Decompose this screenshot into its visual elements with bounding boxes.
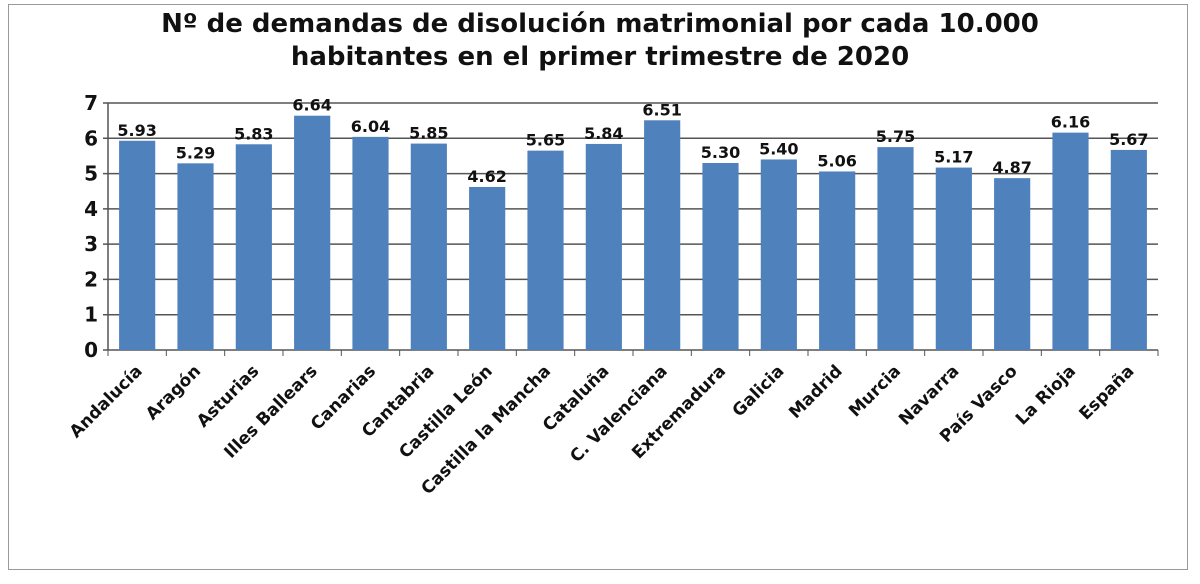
- value-label: 6.16: [1051, 113, 1090, 132]
- bar: [994, 178, 1031, 350]
- bar: [352, 136, 389, 350]
- value-label: 4.87: [992, 158, 1031, 177]
- bar: [177, 163, 214, 350]
- y-tick-label: 7: [84, 91, 98, 115]
- x-tick-label: Madrid: [785, 361, 846, 422]
- chart-frame: [8, 4, 1188, 570]
- y-tick-label: 5: [84, 162, 98, 186]
- bar: [1052, 132, 1089, 350]
- bar: [1110, 149, 1147, 350]
- value-label: 5.17: [934, 148, 973, 167]
- value-label: 5.75: [876, 127, 915, 146]
- x-tick-label: Andalucía: [66, 361, 147, 442]
- value-label: 6.51: [642, 100, 681, 119]
- value-label: 4.62: [467, 167, 506, 186]
- value-label: 5.93: [117, 121, 156, 140]
- x-tick-label: Murcia: [845, 361, 905, 421]
- x-tick-label: España: [1075, 361, 1138, 424]
- value-label: 5.65: [526, 131, 565, 150]
- chart-title: Nº de demandas de disolución matrimonial…: [161, 9, 1039, 72]
- bar: [935, 167, 972, 350]
- y-tick-label: 2: [84, 267, 98, 291]
- value-label: 5.06: [817, 151, 856, 170]
- bar: [410, 143, 447, 350]
- bar: [644, 120, 681, 350]
- value-label: 5.84: [584, 124, 623, 143]
- y-tick-label: 1: [84, 303, 98, 327]
- bar: [760, 159, 797, 350]
- x-tick-label: Galicia: [729, 361, 789, 421]
- x-tick-label: La Rioja: [1012, 361, 1080, 429]
- y-tick-label: 0: [84, 338, 98, 362]
- bar: [585, 143, 622, 350]
- bar: [469, 186, 506, 350]
- y-tick-label: 4: [84, 197, 98, 221]
- y-tick-label: 3: [84, 232, 98, 256]
- value-label: 5.29: [176, 143, 215, 162]
- bar: [119, 140, 156, 350]
- value-label: 5.67: [1109, 130, 1148, 149]
- y-tick-label: 6: [84, 126, 98, 150]
- bar: [702, 162, 739, 350]
- bar: [527, 150, 564, 350]
- bar: [235, 144, 272, 350]
- value-label: 6.04: [351, 117, 390, 136]
- value-label: 5.83: [234, 124, 273, 143]
- value-label: 5.40: [759, 139, 798, 158]
- bar: [294, 115, 331, 351]
- bar: [819, 171, 856, 350]
- bar: [877, 147, 914, 350]
- value-label: 5.85: [409, 124, 448, 143]
- value-label: 5.30: [701, 143, 740, 162]
- value-label: 6.64: [292, 96, 331, 115]
